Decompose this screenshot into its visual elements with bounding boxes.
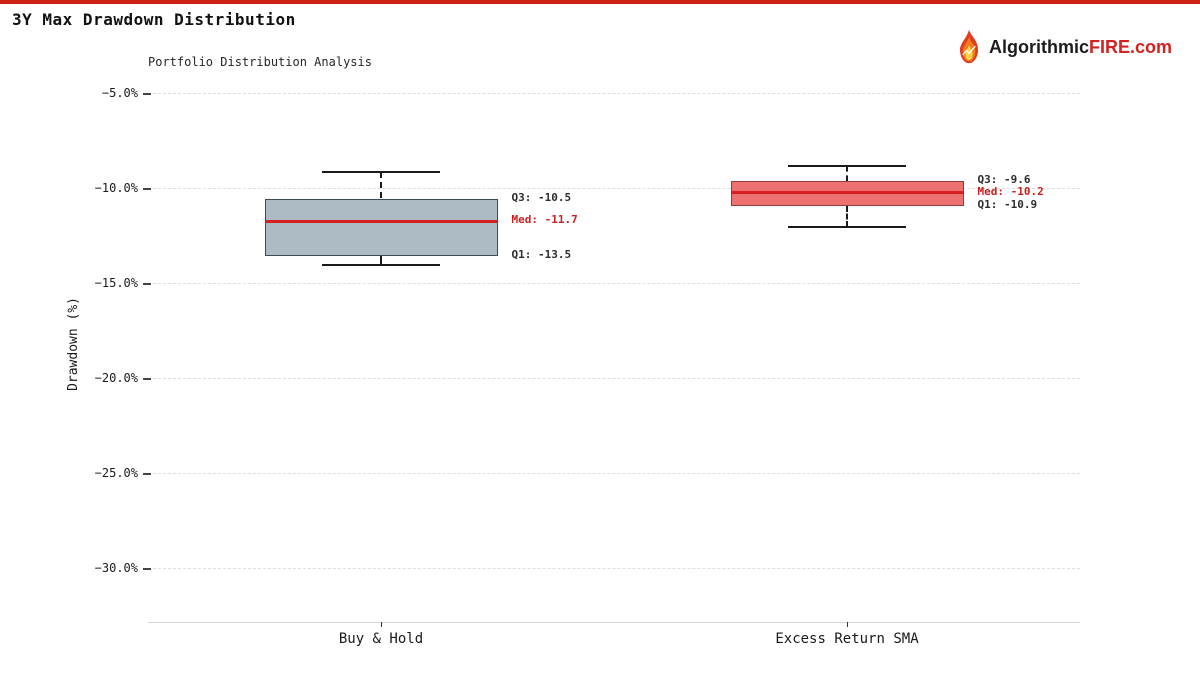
x-tick-mark: [380, 622, 382, 627]
gridline: [148, 93, 1080, 94]
lower-whisker: [846, 206, 848, 227]
gridline: [148, 568, 1080, 569]
median-line: [730, 191, 964, 195]
y-tick-label: −10.0%: [94, 181, 138, 195]
median-annotation: Med: -11.7: [511, 213, 578, 227]
logo-text-prefix: Algorithmic: [988, 36, 1089, 57]
y-tick-mark: [143, 378, 151, 380]
median-annotation: Med: -10.2: [977, 184, 1044, 198]
logo[interactable]: AlgorithmicFIRE.com: [954, 29, 1172, 65]
upper-whisker-cap: [322, 170, 440, 173]
lower-whisker-cap: [322, 264, 440, 266]
x-tick-label: Excess Return SMA: [775, 631, 919, 647]
logo-text-fire: FIRE: [1088, 36, 1130, 57]
x-tick-mark: [846, 622, 848, 627]
chart-subtitle: Portfolio Distribution Analysis: [148, 55, 372, 69]
gridline: [148, 188, 1080, 189]
logo-text: AlgorithmicFIRE.com: [989, 37, 1172, 58]
upper-whisker-cap: [788, 165, 906, 168]
median-line: [264, 219, 498, 223]
gridline: [148, 378, 1080, 379]
top-accent-bar: [0, 0, 1200, 4]
y-tick-label: −25.0%: [94, 466, 138, 480]
upper-whisker: [846, 166, 848, 182]
y-tick-mark: [143, 93, 151, 95]
logo-text-suffix: .com: [1129, 36, 1172, 57]
gridline: [148, 473, 1080, 474]
gridline: [148, 283, 1080, 284]
q1-annotation: Q1: -10.9: [977, 198, 1038, 212]
y-tick-mark: [143, 568, 151, 570]
flame-icon: [959, 29, 978, 64]
lower-whisker-cap: [788, 226, 906, 228]
upper-whisker: [380, 171, 382, 199]
y-tick-label: −20.0%: [94, 371, 138, 385]
y-tick-mark: [143, 188, 151, 190]
q1-annotation: Q1: -13.5: [511, 247, 572, 261]
lower-whisker: [380, 255, 382, 265]
y-tick-mark: [143, 473, 151, 475]
q3-annotation: Q3: -9.6: [977, 173, 1031, 187]
x-tick-label: Buy & Hold: [338, 631, 424, 647]
y-tick-label: −5.0%: [101, 86, 138, 100]
y-tick-mark: [143, 283, 151, 285]
x-axis-line: [148, 622, 1080, 623]
boxplot-box: [264, 198, 498, 256]
q3-annotation: Q3: -10.5: [511, 190, 572, 204]
y-tick-label: −30.0%: [94, 561, 138, 575]
y-tick-label: −15.0%: [94, 276, 138, 290]
page-title: 3Y Max Drawdown Distribution: [12, 10, 296, 29]
